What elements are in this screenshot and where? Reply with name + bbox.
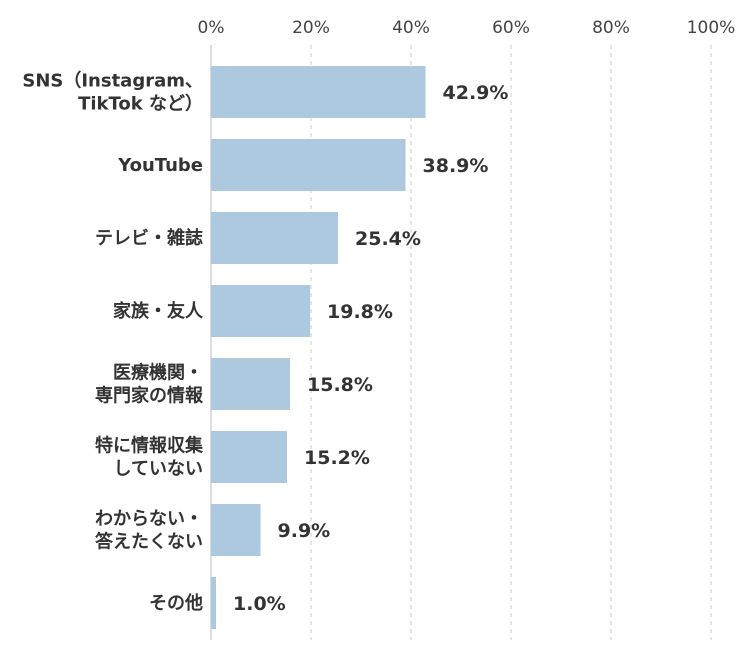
category-label: YouTube [117, 155, 203, 176]
bar [211, 139, 406, 191]
grid-lines [210, 45, 712, 640]
value-label: 38.9% [423, 155, 489, 177]
bar [211, 285, 310, 337]
value-label: 15.2% [304, 447, 370, 469]
category-label: テレビ・雑誌 [95, 227, 203, 249]
x-tick-label: 60% [492, 18, 530, 38]
bar [211, 358, 290, 410]
bar [211, 577, 216, 629]
x-tick-label: 0% [198, 18, 225, 38]
value-label: 19.8% [327, 301, 393, 323]
x-tick-label: 100% [687, 18, 736, 38]
value-label: 25.4% [355, 228, 421, 250]
category-label: SNS（Instagram、 TikTok など） [22, 71, 203, 115]
value-label: 15.8% [307, 374, 373, 396]
bar [211, 66, 426, 118]
bar [211, 212, 338, 264]
category-label: 特に情報収集していない [95, 435, 204, 480]
value-labels: 42.9% 38.9% 25.4% 19.8% 15.8% 15.2% 9.9% 1.0% [233, 82, 508, 615]
x-axis-ticks: 0% 20% 40% 60% 80% 100% [198, 18, 736, 38]
x-tick-label: 80% [592, 18, 630, 38]
value-label: 42.9% [443, 82, 509, 104]
bars [211, 66, 426, 629]
bar [211, 504, 261, 556]
bar [211, 431, 287, 483]
category-labels: SNS（Instagram、 TikTok など） YouTube テレビ・雑誌家族・… [22, 71, 204, 615]
x-tick-label: 20% [292, 18, 330, 38]
category-label: 家族・友人 [113, 300, 204, 322]
category-label: その他 [149, 592, 203, 614]
x-tick-label: 40% [392, 18, 430, 38]
category-label: 医療機関・専門家の情報 [95, 362, 204, 407]
value-label: 1.0% [233, 593, 286, 615]
value-label: 9.9% [278, 520, 331, 542]
category-label: わからない・答えたくない [95, 509, 203, 553]
